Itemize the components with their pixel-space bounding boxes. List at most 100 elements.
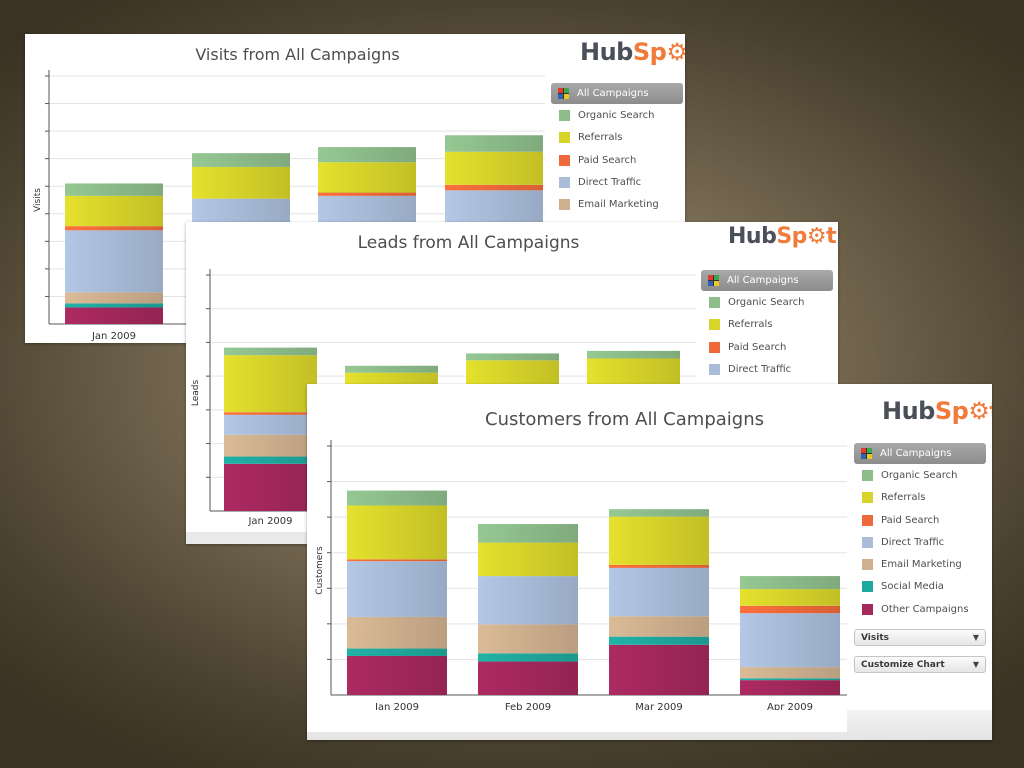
bar-segment[interactable]: Paid Search: 0.12 <box>318 192 416 196</box>
stacked-bar[interactable]: Other Campaigns: 0.9Social Media: 0.22Em… <box>478 524 578 695</box>
bar-segment[interactable]: Social Media: 0.2 <box>224 456 317 464</box>
bar-segment[interactable]: Direct Traffic: 1.5 <box>347 561 447 617</box>
metric-dropdown[interactable]: Visits ▼ <box>854 629 986 647</box>
bar-segment[interactable]: Organic Search: 0.5 <box>192 153 290 167</box>
bar-segment[interactable]: Organic Search: 0.21 <box>224 347 317 356</box>
bar-segment[interactable]: Organic Search: 0.55 <box>318 147 416 163</box>
bar-segment[interactable]: Social Media: 0.2 <box>347 648 447 656</box>
bar-segment[interactable]: Referrals: 1.2 <box>445 151 543 185</box>
bar-segment[interactable]: Referrals: 0.45 <box>740 589 840 606</box>
legend-label: Referrals <box>728 319 773 331</box>
bar-segment[interactable]: Other Campaigns: 0.6 <box>65 307 163 324</box>
bar-segment[interactable]: Email Marketing: 0.85 <box>347 616 447 649</box>
all-campaigns-button[interactable]: All Campaigns <box>551 83 683 104</box>
legend-item-referrals[interactable]: Referrals <box>854 487 986 509</box>
bar-segment[interactable]: Paid Search: 0.15 <box>65 226 163 231</box>
bar-segment[interactable]: Email Marketing: 0.6 <box>224 434 317 457</box>
stacked-bar[interactable]: Other Campaigns: 1.35Social Media: 0.22E… <box>609 509 709 695</box>
legend-item-email-marketing[interactable]: Email Marketing <box>551 194 683 216</box>
bar-segment[interactable]: Paid Search: 0.2 <box>445 184 543 191</box>
legend-item-other-campaigns[interactable]: Other Campaigns <box>854 599 986 621</box>
bar-segment[interactable]: Paid Search: 0.05 <box>347 559 447 562</box>
legend-item-paid-search[interactable]: Paid Search <box>701 337 833 359</box>
legend-swatch <box>559 176 570 188</box>
bar-segment[interactable]: Social Media: 0.05 <box>740 678 840 681</box>
campaign-grid-icon <box>708 275 719 286</box>
bar-segment[interactable]: Organic Search: 0.35 <box>740 576 840 590</box>
sprocket-icon: Sp⚙t <box>934 397 992 425</box>
bar-segment[interactable]: Social Media: 0.22 <box>478 653 578 662</box>
bar-segment[interactable]: Other Campaigns: 1.05 <box>347 655 447 695</box>
legend-item-paid-search[interactable]: Paid Search <box>854 510 986 532</box>
bar-segment[interactable]: Organic Search: 0.5 <box>478 524 578 543</box>
legend-swatch <box>862 581 873 593</box>
bar-segment[interactable]: Paid Search: 0.2 <box>740 605 840 614</box>
bar-segment[interactable]: Organic Search: 0.19 <box>466 353 559 361</box>
bar-segment[interactable]: Referrals: 0.9 <box>478 542 578 577</box>
legend-swatch <box>862 536 873 548</box>
legend-item-referrals[interactable]: Referrals <box>701 314 833 336</box>
bar-segment[interactable]: Paid Search: 0.08 <box>609 564 709 568</box>
all-campaigns-button[interactable]: All Campaigns <box>854 443 986 464</box>
bar-segment[interactable]: Organic Search: 0.45 <box>65 183 163 196</box>
stacked-bar[interactable]: Other Campaigns: 1.3Social Media: 0.2Ema… <box>224 347 317 511</box>
legend-item-social-media[interactable]: Social Media <box>854 576 986 598</box>
legend-label: Referrals <box>578 132 623 144</box>
legend-item-paid-search[interactable]: Paid Search <box>551 150 683 172</box>
bar-segment[interactable]: Direct Traffic: 1.3 <box>478 576 578 625</box>
bar-segment[interactable]: Social Media: 0.15 <box>65 303 163 308</box>
bar-segment[interactable]: Other Campaigns: 0.9 <box>478 661 578 695</box>
legend-label: Paid Search <box>728 341 787 353</box>
bar-segment[interactable]: Other Campaigns: 0.4 <box>740 680 840 695</box>
all-campaigns-button[interactable]: All Campaigns <box>701 270 833 291</box>
legend-swatch <box>559 154 570 166</box>
bar-segment[interactable]: Paid Search: 0.07 <box>224 412 317 415</box>
legend-label: Social Media <box>881 581 944 593</box>
bar-segment[interactable]: Email Marketing: 0.78 <box>478 624 578 654</box>
bar-segment[interactable]: Email Marketing: 0.55 <box>609 616 709 637</box>
all-campaigns-label: All Campaigns <box>727 275 799 286</box>
customize-chart-dropdown[interactable]: Customize Chart ▼ <box>854 656 986 674</box>
bar-segment[interactable]: Direct Traffic: 1.45 <box>740 613 840 668</box>
bar-segment[interactable]: Social Media: 0.22 <box>609 636 709 645</box>
leads-legend: All Campaigns Organic Search Referrals Paid… <box>701 270 833 381</box>
bar-segment[interactable]: Organic Search: 0.6 <box>445 135 543 152</box>
y-axis-label: Customers <box>315 546 325 595</box>
legend-item-email-marketing[interactable]: Email Marketing <box>854 554 986 576</box>
legend-item-organic-search[interactable]: Organic Search <box>854 465 986 487</box>
bar-segment[interactable]: Direct Traffic: 0.55 <box>224 414 317 435</box>
bar-segment[interactable]: Direct Traffic: 2.25 <box>65 230 163 293</box>
legend-item-organic-search[interactable]: Organic Search <box>701 292 833 314</box>
bar-segment[interactable]: Email Marketing: 0.3 <box>740 667 840 679</box>
customers-chart-title: Customers from All Campaigns <box>485 409 764 430</box>
legend-item-direct-traffic[interactable]: Direct Traffic <box>701 359 833 381</box>
bar-segment[interactable]: Other Campaigns: 1.35 <box>609 644 709 695</box>
hubspot-logo: HubSp⚙t <box>728 224 837 249</box>
legend-item-referrals[interactable]: Referrals <box>551 127 683 149</box>
bar-segment[interactable]: Other Campaigns: 1.3 <box>224 463 317 511</box>
legend-item-direct-traffic[interactable]: Direct Traffic <box>854 532 986 554</box>
bar-segment[interactable]: Referrals: 1.3 <box>609 516 709 565</box>
bar-segment[interactable]: Organic Search: 0.19 <box>345 365 438 373</box>
bar-segment[interactable]: Referrals: 1.1 <box>65 195 163 227</box>
legend-item-organic-search[interactable]: Organic Search <box>551 105 683 127</box>
bar-segment[interactable]: Organic Search: 0.2 <box>609 509 709 517</box>
bar-segment[interactable]: Referrals: 1.1 <box>318 162 416 193</box>
stacked-bar[interactable]: Other Campaigns: 0.4Social Media: 0.05Em… <box>740 576 840 695</box>
bar-segment[interactable]: Referrals: 1.15 <box>192 166 290 199</box>
sprocket-icon: Sp⚙t <box>776 224 837 249</box>
legend-item-direct-traffic[interactable]: Direct Traffic <box>551 172 683 194</box>
all-campaigns-label: All Campaigns <box>577 88 649 99</box>
bar-segment[interactable]: Referrals: 1.57 <box>224 355 317 413</box>
legend-label: Direct Traffic <box>881 536 945 548</box>
bar-segment[interactable]: Referrals: 1.45 <box>347 505 447 560</box>
bar-segment[interactable]: Organic Search: 0.4 <box>347 490 447 506</box>
legend-label: Organic Search <box>728 297 805 308</box>
legend-label: Organic Search <box>881 470 958 481</box>
bar-segment[interactable]: Organic Search: 0.21 <box>587 350 680 359</box>
stacked-bar[interactable]: Other Campaigns: 0.6Social Media: 0.15Em… <box>65 183 163 324</box>
bar-segment[interactable]: Direct Traffic: 1.3 <box>609 567 709 617</box>
bar-segment[interactable]: Email Marketing: 0.4 <box>65 292 163 304</box>
stacked-bar[interactable]: Other Campaigns: 1.05Social Media: 0.2Em… <box>347 490 447 695</box>
legend-label: Direct Traffic <box>728 363 792 375</box>
